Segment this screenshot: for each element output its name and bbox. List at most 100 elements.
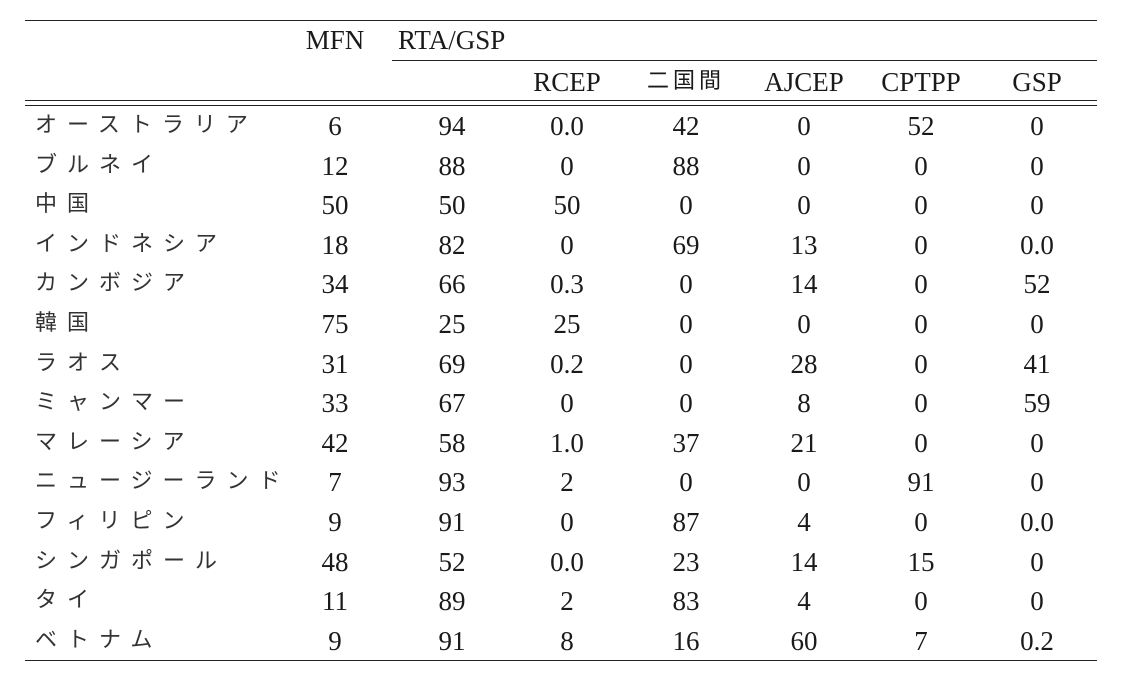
value-cell: 94 [438,111,466,141]
value-cell: 42 [672,111,700,141]
value-cell: 12 [321,150,349,181]
value-cell: 25 [438,309,466,339]
country-name: タイ [35,588,100,614]
value-cell: 50 [438,190,466,221]
header-double-rule-2 [25,105,1097,106]
value-cell: 88 [438,150,466,181]
value-cell: 0 [679,348,693,379]
value-cell: 82 [438,229,466,260]
value-cell: 89 [438,586,466,617]
value-cell: 0 [914,309,928,339]
value-cell: 88 [672,150,700,181]
value-cell: 0 [560,150,574,181]
value-cell: 0 [797,467,811,498]
country-name: フィリピン [35,509,195,534]
value-cell: 0 [914,269,928,300]
value-cell: 16 [672,625,700,656]
rta-gsp-subrule [392,60,1097,61]
value-cell: 0 [914,190,928,221]
value-cell: 0 [560,507,574,537]
value-cell: 58 [438,427,466,458]
header-bilateral: 二国間 [646,69,725,94]
value-cell: 87 [672,507,700,537]
value-cell: 52 [907,111,935,141]
value-cell: 0.2 [1020,625,1054,656]
value-cell: 0 [560,229,574,260]
value-cell: 9 [328,507,342,537]
value-cell: 69 [438,348,466,379]
bottom-rule [25,660,1097,661]
value-cell: 28 [790,348,818,379]
value-cell: 0.0 [550,546,584,577]
value-cell: 0.0 [1020,229,1054,260]
value-cell: 7 [328,467,342,498]
value-cell: 59 [1023,388,1051,419]
value-cell: 9 [328,625,342,656]
value-cell: 50 [321,190,349,221]
value-cell: 0 [1030,190,1044,221]
top-rule [25,20,1097,21]
value-cell: 41 [1023,348,1051,379]
value-cell: 0 [1030,546,1044,577]
value-cell: 14 [790,269,818,300]
value-cell: 0 [1030,467,1044,498]
value-cell: 0 [914,229,928,260]
value-cell: 4 [797,507,811,537]
value-cell: 0 [1030,111,1044,141]
country-name: ラオス [35,350,132,376]
value-cell: 14 [790,546,818,577]
value-cell: 75 [321,309,349,339]
country-name: ブルネイ [35,152,164,178]
value-cell: 2 [560,586,574,617]
country-name: インドネシア [35,231,228,257]
value-cell: 93 [438,467,466,498]
value-cell: 0.0 [550,111,584,141]
value-cell: 15 [907,546,935,577]
value-cell: 0 [914,586,928,617]
header-ajcep: AJCEP [764,67,844,97]
value-cell: 0 [1030,150,1044,181]
value-cell: 33 [321,388,349,419]
country-name: 中国 [35,192,100,218]
country-name: カンボジア [35,271,196,297]
value-cell: 0 [679,190,693,221]
country-name: オーストラリア [35,113,258,138]
value-cell: 91 [907,467,935,498]
value-cell: 67 [438,388,466,419]
value-cell: 0 [797,190,811,221]
value-cell: 34 [321,269,349,300]
value-cell: 23 [672,546,700,577]
value-cell: 69 [672,229,700,260]
country-name: ベトナム [35,627,163,653]
value-cell: 0 [560,388,574,419]
value-cell: 91 [438,507,466,537]
value-cell: 83 [672,586,700,617]
header-cptpp: CPTPP [881,67,961,97]
value-cell: 0 [797,150,811,181]
value-cell: 50 [553,190,581,221]
value-cell: 42 [321,427,349,458]
country-name: ニュージーランド [35,469,291,495]
value-cell: 25 [553,309,581,339]
value-cell: 6 [328,111,342,141]
value-cell: 37 [672,427,700,458]
value-cell: 31 [321,348,349,379]
country-name: シンガポール [35,548,228,574]
value-cell: 48 [321,546,349,577]
value-cell: 0 [914,507,928,537]
value-cell: 52 [438,546,466,577]
value-cell: 21 [790,427,818,458]
value-cell: 0 [679,309,693,339]
value-cell: 60 [790,625,818,656]
value-cell: 0.3 [550,269,584,300]
header-mfn: MFN [305,25,365,55]
value-cell: 0.2 [550,348,584,379]
header-rta-gsp: RTA/GSP [398,25,506,55]
header-double-rule-1 [25,100,1097,101]
header-gsp: GSP [1012,67,1062,97]
value-cell: 8 [560,625,574,656]
value-cell: 0.0 [1020,507,1054,537]
value-cell: 0 [1030,427,1044,458]
value-cell: 0 [1030,586,1044,617]
value-cell: 1.0 [550,427,584,458]
